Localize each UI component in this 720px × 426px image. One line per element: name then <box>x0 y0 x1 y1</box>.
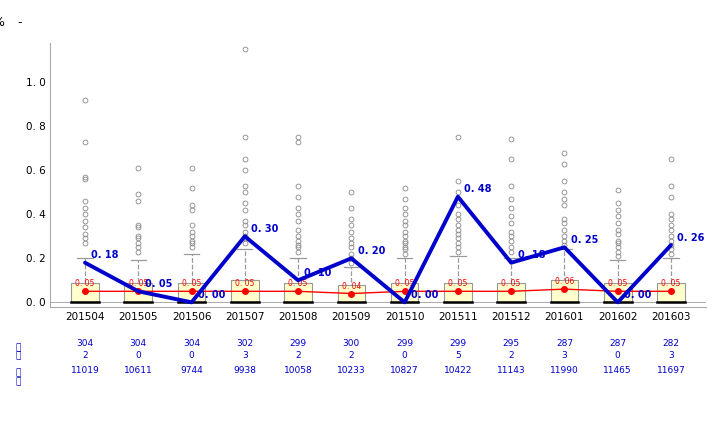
Text: 分: 分 <box>15 368 21 377</box>
Text: 304: 304 <box>130 339 147 348</box>
Bar <box>284 282 312 302</box>
Text: 分: 分 <box>15 343 21 352</box>
Text: 287: 287 <box>609 339 626 348</box>
Text: 0. 00: 0. 00 <box>411 290 438 300</box>
Text: 0: 0 <box>402 351 408 360</box>
Text: 10611: 10611 <box>124 366 153 375</box>
Text: 10058: 10058 <box>284 366 312 375</box>
Bar <box>178 282 205 302</box>
Text: 11465: 11465 <box>603 366 632 375</box>
Text: 3: 3 <box>562 351 567 360</box>
Text: %: % <box>0 16 4 29</box>
Text: 0. 05: 0. 05 <box>449 279 467 288</box>
Text: 0. 05: 0. 05 <box>395 279 414 288</box>
Text: 10233: 10233 <box>337 366 366 375</box>
Text: 287: 287 <box>556 339 573 348</box>
Text: 0. 05: 0. 05 <box>182 279 202 288</box>
Text: 11697: 11697 <box>657 366 685 375</box>
Bar <box>498 282 525 302</box>
Text: 2: 2 <box>82 351 88 360</box>
Bar <box>657 282 685 302</box>
Bar <box>125 282 152 302</box>
Text: 0: 0 <box>135 351 141 360</box>
Bar <box>71 282 99 302</box>
Text: 母: 母 <box>15 377 21 386</box>
Text: 0: 0 <box>615 351 621 360</box>
Text: 304: 304 <box>183 339 200 348</box>
Text: 0. 10: 0. 10 <box>305 268 332 278</box>
Text: 0. 48: 0. 48 <box>464 184 492 194</box>
Text: 0. 18: 0. 18 <box>518 250 545 260</box>
Text: 0. 20: 0. 20 <box>358 246 385 256</box>
Text: 302: 302 <box>236 339 253 348</box>
Bar <box>231 280 258 302</box>
Text: 299: 299 <box>396 339 413 348</box>
Bar <box>444 282 472 302</box>
Bar <box>604 282 631 302</box>
Text: 0. 05: 0. 05 <box>145 279 172 289</box>
Text: 10422: 10422 <box>444 366 472 375</box>
Text: 2: 2 <box>295 351 301 360</box>
Text: -: - <box>17 16 22 29</box>
Text: 0: 0 <box>189 351 194 360</box>
Text: 0. 26: 0. 26 <box>678 233 705 243</box>
Text: 0. 05: 0. 05 <box>661 279 680 288</box>
Text: 5: 5 <box>455 351 461 360</box>
Text: 子: 子 <box>15 351 21 360</box>
Text: 304: 304 <box>76 339 94 348</box>
Text: 2: 2 <box>508 351 514 360</box>
Text: 9744: 9744 <box>180 366 203 375</box>
Text: 9938: 9938 <box>233 366 256 375</box>
Text: 300: 300 <box>343 339 360 348</box>
Text: 3: 3 <box>242 351 248 360</box>
Text: 282: 282 <box>662 339 680 348</box>
Text: 0. 06: 0. 06 <box>554 277 574 286</box>
Text: 0. 00: 0. 00 <box>624 290 652 300</box>
Text: 299: 299 <box>289 339 307 348</box>
Text: 3: 3 <box>668 351 674 360</box>
Text: 0. 05: 0. 05 <box>502 279 521 288</box>
Bar <box>551 280 578 302</box>
Bar <box>338 285 365 302</box>
Text: 295: 295 <box>503 339 520 348</box>
Text: 10827: 10827 <box>390 366 419 375</box>
Text: 0. 05: 0. 05 <box>129 279 148 288</box>
Bar <box>391 282 418 302</box>
Text: 0. 30: 0. 30 <box>251 224 279 234</box>
Text: 0. 18: 0. 18 <box>91 250 119 260</box>
Text: 0. 25: 0. 25 <box>571 235 598 245</box>
Text: 0. 04: 0. 04 <box>342 282 361 291</box>
Text: 0. 05: 0. 05 <box>235 279 254 288</box>
Text: 11990: 11990 <box>550 366 579 375</box>
Text: 0. 05: 0. 05 <box>608 279 627 288</box>
Text: 2: 2 <box>348 351 354 360</box>
Text: 11143: 11143 <box>497 366 526 375</box>
Text: 299: 299 <box>449 339 467 348</box>
Text: 0. 05: 0. 05 <box>289 279 307 288</box>
Text: 11019: 11019 <box>71 366 99 375</box>
Text: 0. 05: 0. 05 <box>76 279 95 288</box>
Text: 0. 00: 0. 00 <box>198 290 225 300</box>
